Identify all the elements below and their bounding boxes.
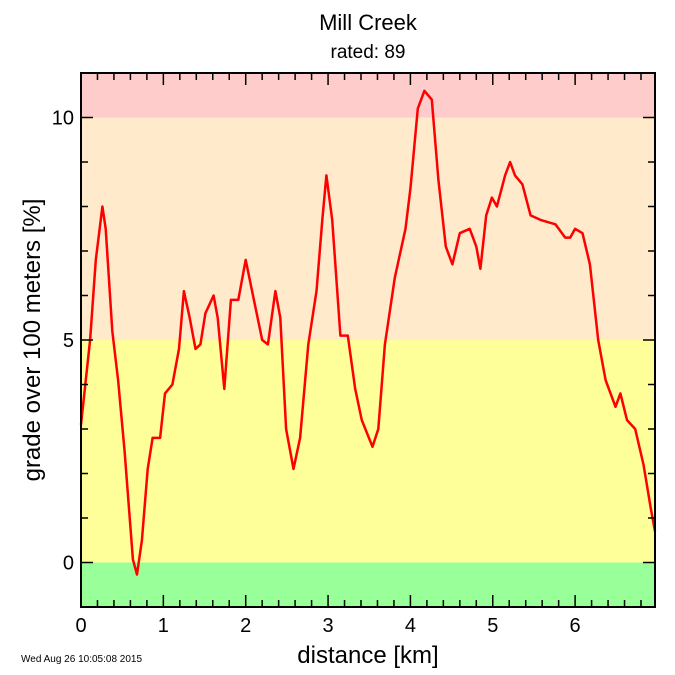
x-tick-label: 6 [570, 615, 581, 637]
plot-frame [80, 72, 656, 608]
y-axis-label: grade over 100 meters [%] [19, 199, 46, 482]
timestamp: Wed Aug 26 10:05:08 2015 [21, 654, 142, 665]
y-tick-label: 10 [52, 108, 74, 130]
x-tick-label: 1 [158, 615, 169, 637]
x-tick-label: 5 [487, 615, 498, 637]
x-tick-label: 3 [322, 615, 333, 637]
grade-band-0 [81, 562, 655, 607]
grade-band-1 [81, 340, 655, 563]
x-tick-label: 4 [405, 615, 416, 637]
y-tick-label: 5 [63, 330, 74, 352]
y-tick-label: 0 [63, 553, 74, 575]
x-axis-label: distance [km] [297, 642, 438, 669]
x-tick-label: 2 [240, 615, 251, 637]
chart-title: Mill Creek [319, 10, 418, 35]
grade-band-3 [81, 73, 655, 118]
x-tick-label: 0 [75, 615, 86, 637]
series-line-grade [79, 89, 657, 576]
chart-subtitle: rated: 89 [331, 42, 406, 63]
grade-band-2 [81, 117, 655, 340]
